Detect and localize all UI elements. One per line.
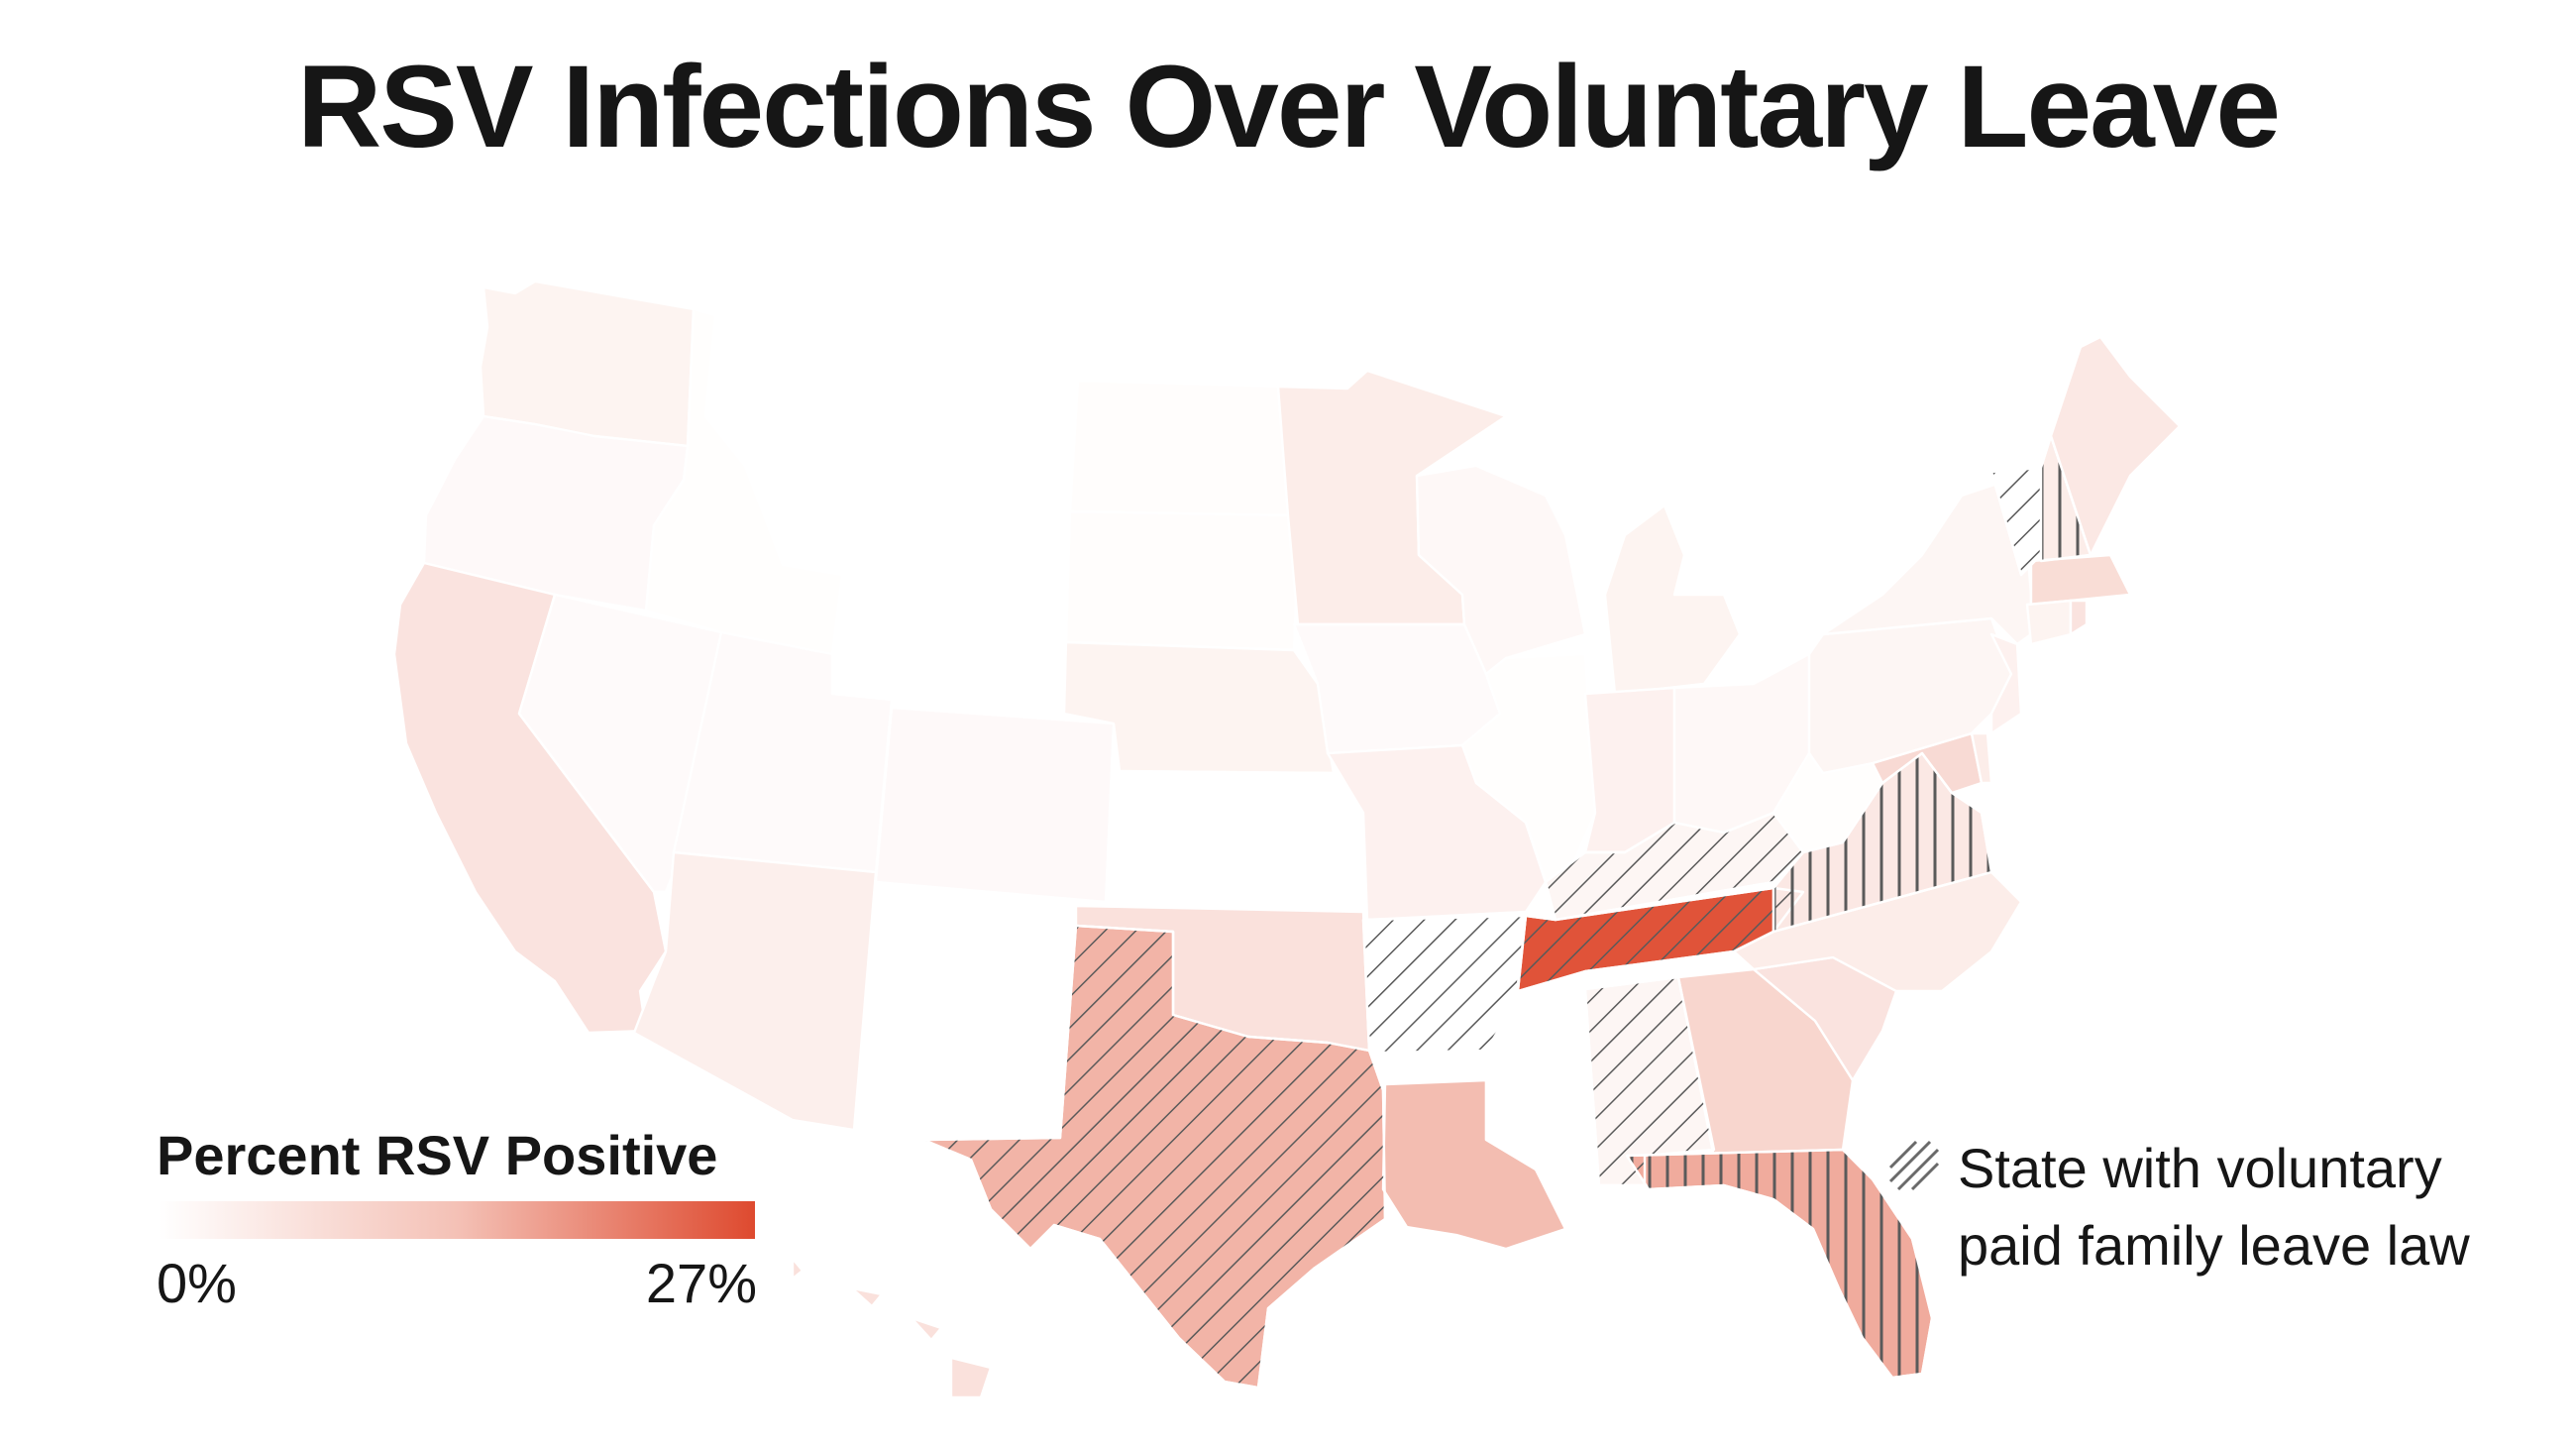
state-ND xyxy=(1068,379,1290,517)
hatch-overlay-TX xyxy=(921,924,1387,1390)
state-CT xyxy=(2025,599,2073,646)
legend-min-label: 0% xyxy=(157,1252,237,1314)
hatch-legend-label: State with voluntary paid family leave l… xyxy=(1958,1130,2470,1284)
legend-title: Percent RSV Positive xyxy=(157,1124,718,1186)
hatch-legend-line-1: State with voluntary xyxy=(1958,1137,2442,1199)
hatch-overlay-VA xyxy=(1771,751,1993,934)
state-IA xyxy=(1292,622,1502,755)
state-AK xyxy=(275,1177,418,1300)
legend-max-label: 27% xyxy=(645,1252,757,1314)
state-MS xyxy=(1484,987,1591,1187)
state-SD xyxy=(1064,509,1300,652)
state-DE xyxy=(1970,731,1993,785)
hatch-overlay-NH xyxy=(2039,434,2093,563)
state-MA xyxy=(2029,553,2132,607)
state-HI xyxy=(791,1257,993,1399)
state-NM xyxy=(852,880,1078,1142)
map-title: RSV Infections Over Voluntary Leave xyxy=(296,42,2281,172)
state-MI xyxy=(1603,503,1742,696)
state-AZ xyxy=(632,850,878,1132)
hatch-overlay-FL xyxy=(1625,1148,1934,1380)
hatch-legend-line-2: paid family leave law xyxy=(1958,1214,2470,1277)
state-ME xyxy=(2049,335,2182,557)
state-KS xyxy=(1104,769,1365,914)
legend-color-ramp xyxy=(159,1201,755,1239)
state-RI xyxy=(2069,599,2089,636)
state-WY xyxy=(830,511,1072,716)
hatch-legend-swatch xyxy=(1888,1140,1940,1191)
state-CO xyxy=(874,706,1116,904)
hatch-overlay-KY xyxy=(1544,811,1805,922)
state-IN xyxy=(1583,686,1676,854)
